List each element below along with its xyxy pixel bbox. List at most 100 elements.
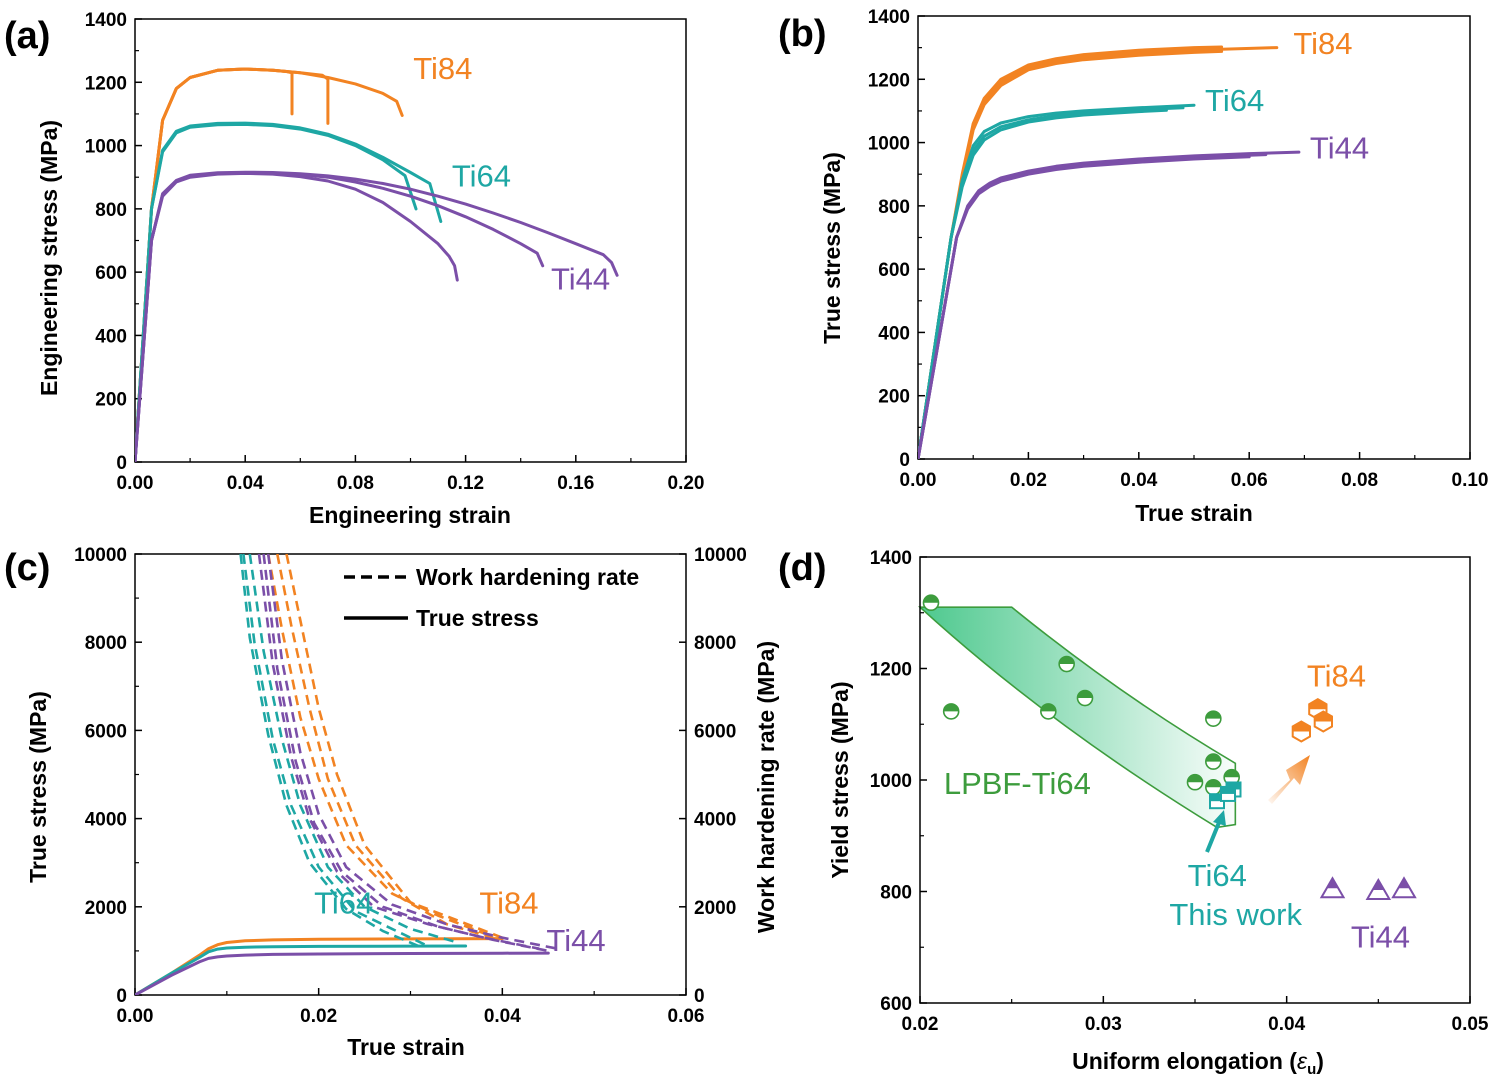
y2-tick-label: 10000 [694, 545, 747, 566]
y-tick-label: 1000 [870, 771, 912, 792]
legend-label-true-stress: True stress [416, 605, 539, 631]
x-tick-label: 0.05 [1452, 1014, 1489, 1035]
panel-label-b: (b) [778, 13, 827, 55]
y2-tick-label: 4000 [694, 810, 736, 831]
y-tick-label: 1200 [85, 73, 127, 94]
series-line-ti44 [135, 171, 545, 462]
y2-tick-label: 6000 [694, 721, 736, 742]
y-tick-label: 400 [878, 323, 910, 344]
x-tick-label: 0.02 [902, 1014, 939, 1035]
panel-label-d: (d) [778, 547, 827, 589]
annotation-ti64: Ti64 [314, 885, 373, 920]
series-line-ti44 [257, 554, 540, 950]
data-point-ti44-half [1372, 879, 1385, 890]
legend-label-work-hardening: Work hardening rate [416, 564, 639, 590]
y2-tick-label: 0 [694, 986, 705, 1007]
series-line-ti64 [248, 554, 457, 944]
x-tick-label: 0.06 [1231, 470, 1268, 491]
panel-d-ylabel: Yield stress (MPa) [827, 681, 853, 878]
panel-c-xlabel: True strain [347, 1034, 465, 1060]
annotation-ti64: Ti64 [1205, 83, 1264, 118]
y-tick-label: 1200 [868, 70, 910, 91]
panel-d-xlabel: Uniform elongation (εu) [1072, 1048, 1324, 1078]
series-line-ti84 [135, 67, 294, 462]
series-line-ti44 [918, 155, 1251, 459]
panel-b-series [918, 45, 1301, 459]
y-tick-label: 1400 [870, 548, 912, 569]
x-tick-label: 0.20 [668, 473, 705, 494]
x-tick-label: 0.08 [1341, 470, 1378, 491]
annotation-ti64: This work [1169, 897, 1302, 932]
y2-tick-label: 2000 [694, 898, 736, 919]
panel-c-series [135, 554, 558, 995]
annotation-ti44: Ti44 [546, 923, 605, 958]
data-point-ti84-half [1314, 711, 1332, 722]
panel-label-c: (c) [4, 547, 50, 589]
annotation-ti64: Ti64 [452, 159, 511, 194]
panel-c-y2label: Work hardening rate (MPa) [753, 641, 779, 933]
x-tick-label: 0.04 [227, 473, 264, 494]
series-line-ti44 [262, 554, 549, 953]
annotation-ti84: Ti84 [1307, 658, 1366, 693]
x-tick-label: 0.02 [300, 1006, 337, 1027]
annotation-ti64: Ti64 [1188, 858, 1247, 893]
annotation-ti44: Ti44 [551, 262, 610, 297]
data-point-ti44-half [1326, 878, 1339, 889]
panel-a-plot: 0.00 0.04 0.08 0.12 0.16 0.20 0 200 400 600 800 100… [85, 10, 705, 494]
series-line-ti44 [135, 951, 550, 995]
data-point-ti64-half [1221, 786, 1235, 794]
y-tick-label: 0 [899, 450, 910, 471]
annotation-ti44: Ti44 [1310, 130, 1369, 165]
panel-d-decorations [917, 606, 1310, 853]
series-line-ti64 [918, 108, 1168, 459]
panel-a-frame [134, 18, 687, 463]
x-tick-label: 0.03 [1085, 1014, 1122, 1035]
data-point-lpbf-half [1059, 656, 1075, 665]
ti84-arrow [1268, 755, 1310, 804]
annotation-ti44: Ti44 [1351, 919, 1410, 954]
y-tick-label: 400 [95, 326, 127, 347]
data-point-lpbf-half [1224, 769, 1240, 778]
y-tick-label: 1400 [868, 7, 910, 28]
data-point-lpbf-half [1077, 690, 1093, 699]
y-tick-label: 2000 [85, 898, 127, 919]
y-tick-label: 600 [880, 994, 912, 1015]
data-point-lpbf-half [1205, 711, 1221, 719]
data-point-lpbf-half [1187, 774, 1203, 783]
x-tick-label: 0.04 [484, 1006, 521, 1027]
data-point-lpbf-half [1205, 754, 1221, 762]
y-tick-label: 4000 [85, 810, 127, 831]
annotation-ti84: Ti84 [1293, 26, 1352, 61]
series-line-ti84 [135, 67, 404, 462]
y-tick-label: 8000 [85, 633, 127, 654]
x-tick-label: 0.00 [900, 470, 937, 491]
x-tick-label: 0.04 [1120, 470, 1157, 491]
series-line-ti44 [266, 554, 558, 950]
data-point-ti84-half [1292, 721, 1310, 732]
data-point-ti84-half [1309, 699, 1327, 710]
panel-c-plot: 0.00 0.02 0.04 0.06020004000600080001000002… [74, 545, 747, 1027]
panel-a-xlabel: Engineering strain [309, 502, 511, 528]
y-tick-label: 600 [95, 263, 127, 284]
x-tick-label: 0.08 [337, 473, 374, 494]
y-tick-label: 0 [116, 986, 127, 1007]
panel-d-plot: 0.02 0.03 0.04 0.05 600 800 1000 1200 1400 Ti84 LP… [870, 548, 1489, 1035]
y-tick-label: 10000 [74, 545, 127, 566]
y-tick-label: 1400 [85, 10, 127, 31]
annotation-lpbf: LPBF-Ti64 [944, 766, 1091, 801]
panel-c-legend: Work hardening rate True stress [344, 564, 639, 631]
annotation-ti84: Ti84 [479, 885, 538, 920]
series-line-ti44 [135, 171, 459, 462]
y-tick-label: 0 [116, 453, 127, 474]
x-tick-label: 0.16 [557, 473, 594, 494]
panel-label-a: (a) [4, 15, 50, 57]
y-tick-label: 800 [95, 200, 127, 221]
series-line-ti64 [239, 554, 421, 948]
annotation-ti84: Ti84 [413, 51, 472, 86]
y-tick-label: 1000 [868, 134, 910, 155]
data-point-ti64-half [1210, 794, 1224, 802]
x-tick-label: 0.04 [1268, 1014, 1305, 1035]
series-line-ti44 [135, 170, 619, 462]
x-tick-label: 0.02 [1010, 470, 1047, 491]
y-tick-label: 200 [878, 387, 910, 408]
